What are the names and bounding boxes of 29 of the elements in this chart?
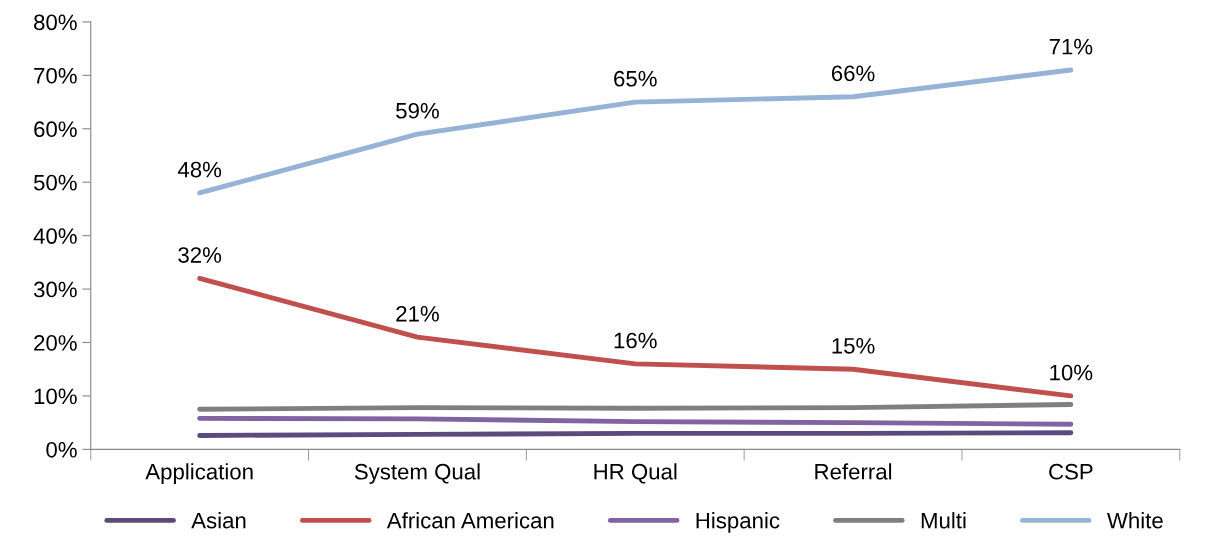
y-tick-label: 10% [34,388,77,405]
legend-label: Hispanic [696,512,780,533]
legend-label: Multi [921,512,966,529]
x-tick-label: Referral [815,463,892,480]
data-label: 21% [396,305,439,322]
legend-label: Asian [191,512,246,529]
x-tick-label: CSP [1049,463,1093,480]
data-label: 15% [832,338,875,354]
y-tick-label: 80% [34,14,77,31]
x-tick-label: System Qual [354,463,480,484]
data-label: 66% [831,65,875,82]
data-label: 65% [614,70,657,87]
data-label: 32% [178,247,222,263]
y-tick-label: 50% [33,174,77,191]
data-label: 10% [1050,364,1093,381]
y-tick-label: 60% [34,121,77,138]
data-label: 16% [614,332,657,349]
data-label: 71% [1049,38,1093,55]
y-tick-label: 70% [34,67,77,84]
y-tick-label: 30% [33,281,77,298]
y-tick-label: 20% [34,335,77,351]
data-label: 59% [396,102,439,119]
y-tick-label: 40% [33,228,77,244]
data-label: 48% [177,161,222,178]
x-tick-label: Application [145,463,253,484]
legend-label: White [1107,512,1163,529]
y-tick-label: 0% [46,441,77,458]
legend-label: African American [386,512,554,529]
x-tick-label: HR Qual [594,463,677,484]
